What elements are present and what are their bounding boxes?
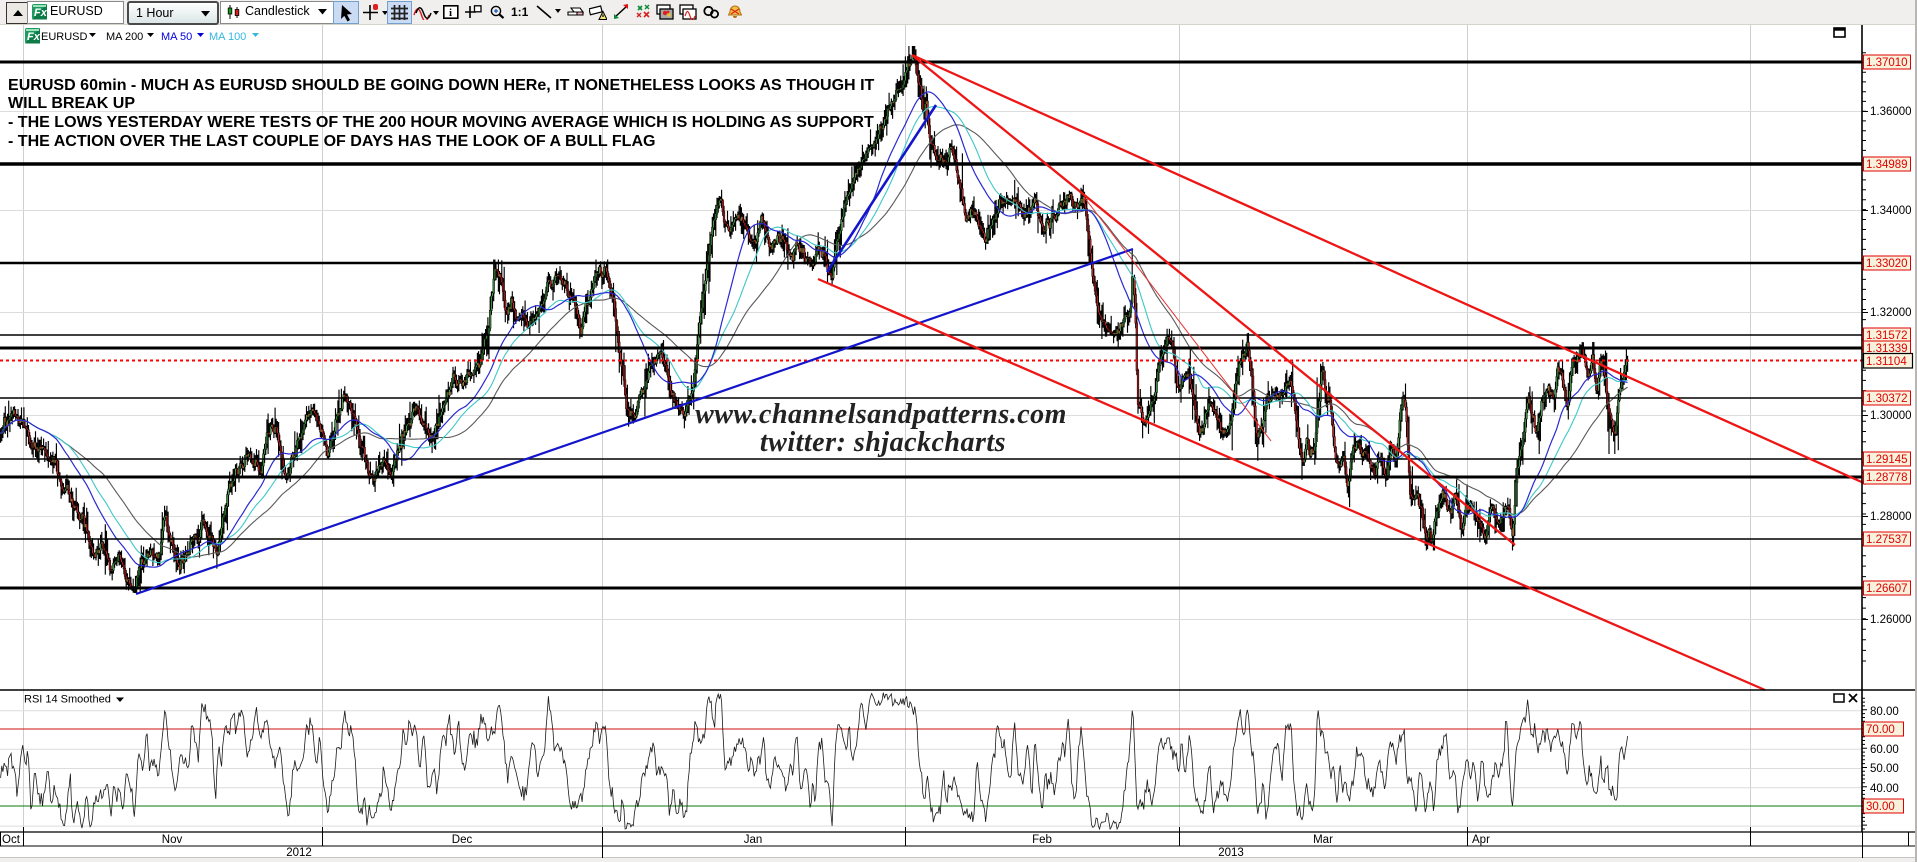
- svg-text:1.34989: 1.34989: [1866, 159, 1908, 171]
- svg-text:1.31104: 1.31104: [1866, 356, 1907, 368]
- svg-text:- THE ACTION OVER THE LAST COU: - THE ACTION OVER THE LAST COUPLE OF DAY…: [8, 132, 656, 150]
- svg-text:Dec: Dec: [452, 834, 473, 846]
- svg-text:i: i: [449, 7, 452, 19]
- svg-text:1.36000: 1.36000: [1870, 106, 1912, 118]
- svg-text:1.30372: 1.30372: [1866, 393, 1908, 405]
- svg-text:1.31339: 1.31339: [1866, 343, 1908, 355]
- svg-text:40.00: 40.00: [1870, 783, 1899, 795]
- svg-text:1.28778: 1.28778: [1866, 472, 1908, 484]
- svg-text:EURUSD: EURUSD: [41, 31, 88, 43]
- svg-text:1.31572: 1.31572: [1866, 330, 1908, 342]
- svg-text:WILL BREAK UP: WILL BREAK UP: [8, 94, 135, 112]
- svg-text:1.26607: 1.26607: [1866, 583, 1908, 595]
- svg-text:1.37010: 1.37010: [1866, 57, 1908, 69]
- svg-text:Mar: Mar: [1313, 834, 1333, 846]
- svg-text:MA 50: MA 50: [161, 31, 192, 43]
- svg-text:1.33020: 1.33020: [1866, 258, 1908, 270]
- svg-text:2012: 2012: [286, 847, 312, 859]
- svg-text:Apr: Apr: [1472, 834, 1490, 846]
- svg-text:1.32000: 1.32000: [1870, 307, 1912, 319]
- svg-text:EURUSD 60min - MUCH AS EURUSD: EURUSD 60min - MUCH AS EURUSD SHOULD BE …: [8, 76, 875, 94]
- svg-text:2013: 2013: [1218, 847, 1244, 859]
- svg-text:1.28000: 1.28000: [1870, 511, 1912, 523]
- svg-text:50.00: 50.00: [1870, 763, 1899, 775]
- svg-text:1.27537: 1.27537: [1866, 534, 1908, 546]
- svg-text:70.00: 70.00: [1866, 724, 1895, 736]
- svg-text:MA 100: MA 100: [209, 31, 246, 43]
- svg-text:www.channelsandpatterns.com: www.channelsandpatterns.com: [695, 399, 1067, 430]
- svg-text:1.26000: 1.26000: [1870, 614, 1912, 626]
- svg-text:1.34000: 1.34000: [1870, 205, 1912, 217]
- svg-text:Jan: Jan: [744, 834, 763, 846]
- svg-text:60.00: 60.00: [1870, 744, 1899, 756]
- svg-text:twitter: shjackcharts: twitter: shjackcharts: [760, 427, 1006, 458]
- svg-text:Nov: Nov: [162, 834, 183, 846]
- svg-text:1.30000: 1.30000: [1870, 410, 1912, 422]
- svg-text:RSI 14 Smoothed: RSI 14 Smoothed: [24, 694, 111, 706]
- svg-text:Fx: Fx: [27, 31, 41, 43]
- svg-text:80.00: 80.00: [1870, 706, 1899, 718]
- svg-text:Fx: Fx: [34, 7, 48, 19]
- svg-text:Feb: Feb: [1032, 834, 1052, 846]
- svg-text:1.29145: 1.29145: [1866, 454, 1908, 466]
- svg-text:30.00: 30.00: [1866, 801, 1895, 813]
- svg-text:Oct: Oct: [2, 834, 21, 846]
- svg-text:- THE LOWS YESTERDAY WERE TEST: - THE LOWS YESTERDAY WERE TESTS OF THE 2…: [8, 113, 874, 131]
- svg-text:MA 200: MA 200: [106, 31, 143, 43]
